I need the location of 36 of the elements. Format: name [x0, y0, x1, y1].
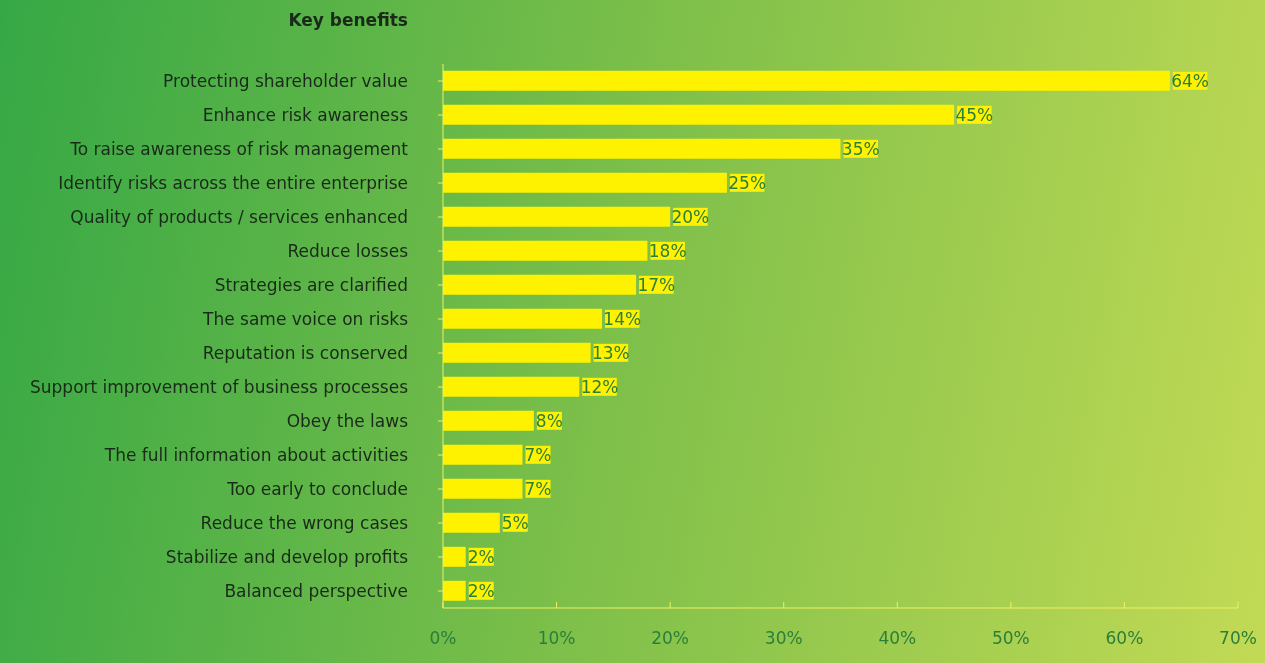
- y-tick-label: The same voice on risks: [202, 309, 409, 330]
- y-tick-label: Reduce the wrong cases: [200, 513, 409, 534]
- data-label: 13%: [591, 342, 630, 363]
- data-label: 5%: [501, 512, 529, 533]
- data-label: 35%: [841, 138, 880, 159]
- chart-title: Key benefits: [287, 10, 408, 30]
- y-tick-label: Balanced perspective: [224, 581, 408, 602]
- data-label: 2%: [467, 580, 495, 601]
- x-tick-label: 60%: [1105, 628, 1144, 649]
- y-tick-label: Protecting shareholder value: [163, 71, 408, 92]
- y-tick-label: Enhance risk awareness: [202, 105, 409, 126]
- y-tick-label: Obey the laws: [286, 411, 409, 432]
- y-tick-label: Too early to conclude: [226, 479, 408, 500]
- y-tick-label: Strategies are clarified: [214, 275, 408, 296]
- data-label: 45%: [955, 104, 994, 125]
- y-tick-label: Quality of products / services enhanced: [70, 207, 408, 228]
- y-tick-label: The full information about activities: [103, 445, 409, 466]
- y-tick-label: Reputation is conserved: [202, 343, 408, 364]
- y-tick-label: Reduce losses: [287, 241, 409, 262]
- y-tick-label: Support improvement of business processes: [29, 377, 409, 398]
- data-label: 64%: [1171, 70, 1210, 91]
- x-tick-label: 30%: [764, 628, 803, 649]
- x-tick-label: 70%: [1219, 628, 1257, 649]
- data-label: 7%: [524, 478, 552, 499]
- y-tick-label: Identify risks across the entire enterprise: [58, 173, 408, 194]
- data-label: 8%: [535, 410, 563, 431]
- data-label: 2%: [467, 546, 495, 567]
- y-tick-label: To raise awareness of risk management: [69, 139, 409, 160]
- x-tick-label: 0%: [429, 628, 457, 649]
- x-tick-label: 20%: [651, 628, 690, 649]
- data-label: 25%: [728, 172, 767, 193]
- data-label: 7%: [524, 444, 552, 465]
- y-tick-label: Stabilize and develop profits: [165, 547, 409, 568]
- x-tick-label: 40%: [878, 628, 917, 649]
- x-tick-label: 10%: [537, 628, 576, 649]
- x-tick-label: 50%: [991, 628, 1030, 649]
